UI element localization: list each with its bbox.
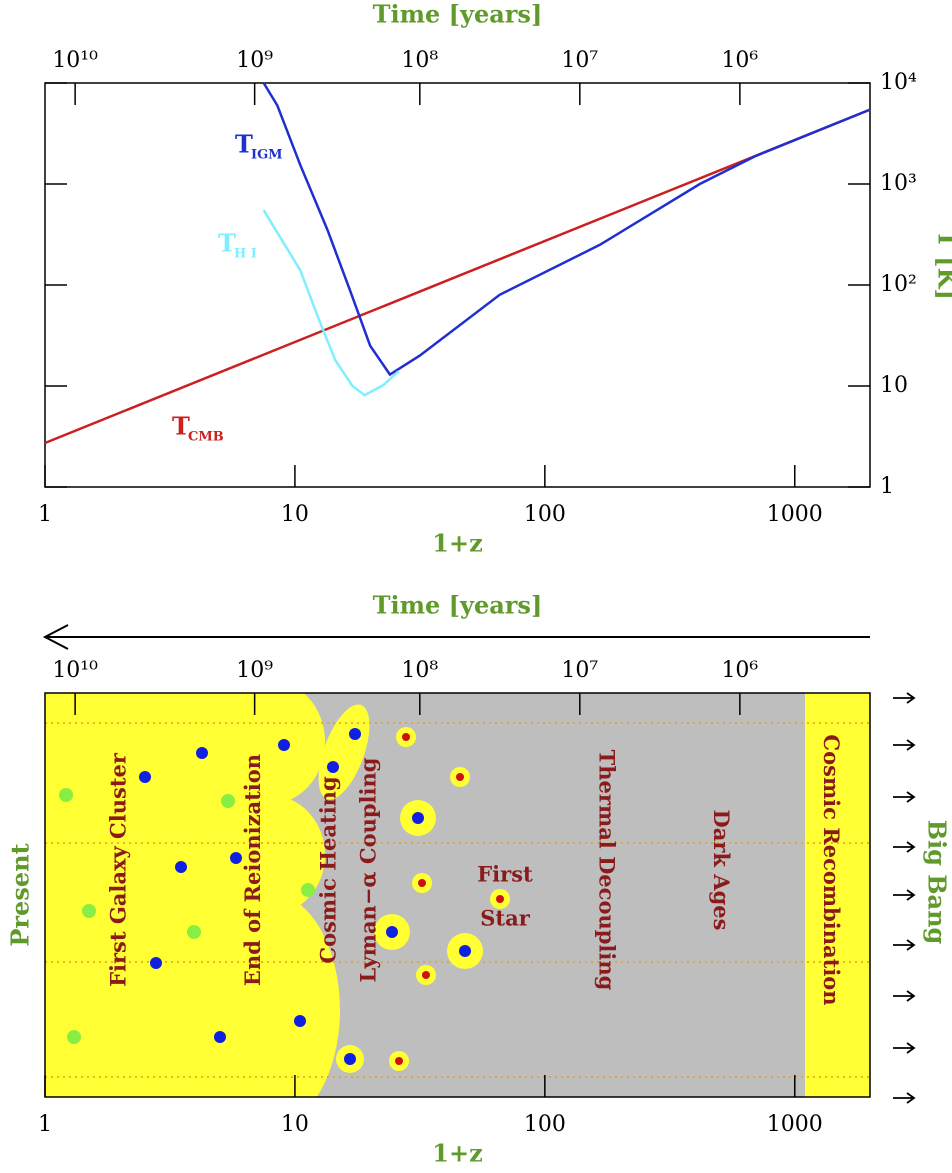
star-dot bbox=[402, 733, 410, 741]
arrow bbox=[893, 940, 914, 950]
cluster-dot bbox=[187, 925, 201, 939]
x-axis-title: 1+z bbox=[432, 529, 482, 558]
x2-tick-label: 10⁶ bbox=[721, 48, 758, 73]
x-axis-title: 1+z bbox=[432, 1139, 482, 1168]
x2-tick-label: 10⁸ bbox=[401, 48, 438, 73]
arrow bbox=[893, 792, 914, 802]
era-label: End of Reionization bbox=[240, 754, 265, 986]
x2-tick-label: 10¹⁰ bbox=[52, 48, 98, 73]
series-label: IGM bbox=[251, 148, 283, 163]
series-label: CMB bbox=[188, 430, 224, 445]
x-tick-label: 1 bbox=[38, 1112, 52, 1137]
y-tick-label: 10² bbox=[880, 272, 917, 297]
arrow bbox=[893, 1093, 914, 1103]
x2-axis-title: Time [years] bbox=[373, 591, 543, 620]
era-label: First Galaxy Cluster bbox=[106, 752, 131, 987]
x-tick-label: 100 bbox=[524, 1112, 566, 1137]
galaxy-dot bbox=[349, 728, 361, 740]
star-dot bbox=[422, 971, 430, 979]
x-tick-label: 100 bbox=[524, 502, 566, 527]
right-label: Big Bang bbox=[923, 820, 952, 945]
series-line bbox=[264, 83, 870, 375]
yellow-lobe bbox=[215, 680, 325, 804]
era-label: Thermal Decoupling bbox=[594, 750, 619, 991]
era-label: First bbox=[477, 862, 533, 887]
galaxy-dot bbox=[196, 747, 208, 759]
cluster-dot bbox=[301, 883, 315, 897]
arrow bbox=[893, 1043, 914, 1053]
x2-tick-label: 10⁷ bbox=[561, 658, 598, 683]
galaxy-dot bbox=[139, 771, 151, 783]
x2-tick-label: 10⁶ bbox=[721, 658, 758, 683]
x2-tick-label: 10⁷ bbox=[561, 48, 598, 73]
galaxy-dot bbox=[150, 957, 162, 969]
era-label: Lyman−α Coupling bbox=[356, 757, 381, 982]
x-tick-label: 10 bbox=[281, 1112, 309, 1137]
x2-tick-label: 10⁹ bbox=[236, 48, 273, 73]
x-tick-label: 1000 bbox=[767, 1112, 823, 1137]
galaxy-dot bbox=[412, 812, 424, 824]
y-tick-label: 10⁴ bbox=[880, 70, 917, 95]
series-label: H I bbox=[234, 247, 257, 262]
galaxy-dot bbox=[459, 945, 471, 957]
era-label: Cosmic Recombination bbox=[819, 734, 844, 1005]
time-arrow bbox=[45, 625, 870, 649]
arrow bbox=[893, 991, 914, 1001]
y-tick-label: 10 bbox=[880, 373, 908, 398]
galaxy-dot bbox=[278, 739, 290, 751]
cluster-dot bbox=[67, 1030, 81, 1044]
arrow bbox=[893, 842, 914, 852]
galaxy-dot bbox=[327, 761, 339, 773]
plot-frame bbox=[45, 83, 870, 487]
era-label: Cosmic Heating bbox=[315, 776, 340, 964]
cluster-dot bbox=[221, 794, 235, 808]
arrow bbox=[893, 693, 914, 703]
x-tick-label: 1000 bbox=[767, 502, 823, 527]
galaxy-dot bbox=[214, 1031, 226, 1043]
cluster-dot bbox=[82, 904, 96, 918]
arrow bbox=[893, 890, 914, 900]
x2-tick-label: 10⁹ bbox=[236, 658, 273, 683]
galaxy-dot bbox=[344, 1053, 356, 1065]
star-dot bbox=[456, 773, 464, 781]
era-label: Star bbox=[480, 906, 530, 931]
star-dot bbox=[496, 895, 504, 903]
era-label: Dark Ages bbox=[709, 810, 734, 931]
y-axis-title: T [K] bbox=[933, 230, 952, 300]
galaxy-dot bbox=[294, 1015, 306, 1027]
y-tick-label: 1 bbox=[880, 474, 894, 499]
cluster-dot bbox=[59, 788, 73, 802]
galaxy-dot bbox=[386, 926, 398, 938]
timeline-body bbox=[45, 680, 870, 1128]
star-dot bbox=[395, 1057, 403, 1065]
left-label: Present bbox=[6, 843, 35, 946]
galaxy-dot bbox=[175, 861, 187, 873]
arrow bbox=[893, 740, 914, 750]
x2-tick-label: 10¹⁰ bbox=[52, 658, 98, 683]
x2-axis-title: Time [years] bbox=[373, 0, 543, 29]
x2-tick-label: 10⁸ bbox=[401, 658, 438, 683]
x-tick-label: 1 bbox=[38, 502, 52, 527]
star-dot bbox=[418, 879, 426, 887]
y-tick-label: 10³ bbox=[880, 171, 917, 196]
x-tick-label: 10 bbox=[281, 502, 309, 527]
